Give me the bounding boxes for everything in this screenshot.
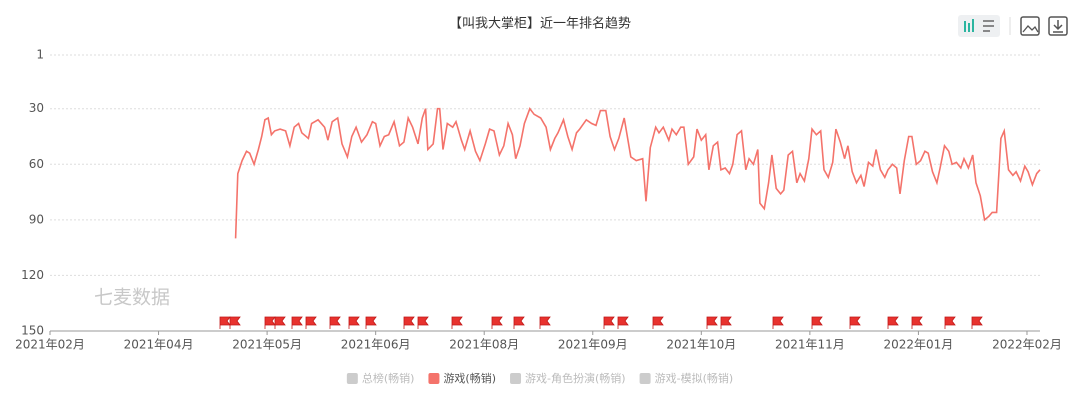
- x-tick-label: 2021年06月: [341, 338, 411, 352]
- x-tick-label: 2021年11月: [775, 338, 845, 352]
- x-tick-label: 2021年10月: [666, 338, 736, 352]
- event-flag: [944, 316, 956, 329]
- event-flag: [291, 316, 303, 329]
- event-flag: [772, 316, 784, 329]
- event-flag: [617, 316, 629, 329]
- legend-label: 游戏-模拟(畅销): [655, 371, 734, 385]
- y-tick-label: 120: [21, 268, 44, 282]
- event-flag: [911, 316, 923, 329]
- toolbar: [958, 15, 1068, 37]
- x-tick-label: 2021年09月: [558, 338, 628, 352]
- icon: [968, 23, 970, 32]
- event-flag: [491, 316, 503, 329]
- icon: [983, 20, 994, 32]
- legend-item[interactable]: 游戏-角色扮演(畅销): [510, 371, 626, 385]
- icon: [1053, 20, 1063, 33]
- legend-item[interactable]: 总榜(畅销): [346, 371, 415, 385]
- event-flag: [229, 316, 241, 329]
- event-flag: [451, 316, 463, 329]
- event-flag: [403, 316, 415, 329]
- icon: [972, 19, 974, 32]
- event-flag: [706, 316, 718, 329]
- x-tick-label: 2022年02月: [992, 338, 1062, 352]
- y-tick-label: 30: [29, 101, 44, 115]
- chart-title: 【叫我大掌柜】近一年排名趋势: [449, 16, 631, 32]
- event-flag: [219, 316, 231, 329]
- event-flag: [305, 316, 317, 329]
- x-tick-label: 2021年05月: [232, 338, 302, 352]
- event-flag: [329, 316, 341, 329]
- event-flag: [513, 316, 525, 329]
- legend-swatch: [428, 373, 440, 384]
- event-flag: [720, 316, 732, 329]
- event-flag: [274, 316, 286, 329]
- download-button[interactable]: [1048, 16, 1068, 36]
- event-flag: [264, 316, 276, 329]
- x-tick-label: 2021年08月: [449, 338, 519, 352]
- legend-label: 游戏-角色扮演(畅销): [525, 371, 626, 385]
- watermark: 七麦数据: [94, 287, 170, 309]
- legend-swatch: [510, 373, 522, 384]
- legend-swatch: [639, 373, 651, 384]
- line-series: [234, 107, 1041, 239]
- event-flag: [887, 316, 899, 329]
- legend-item[interactable]: 游戏(畅销): [428, 371, 496, 385]
- event-flag: [539, 316, 551, 329]
- event-flag: [603, 316, 615, 329]
- event-flag: [652, 316, 664, 329]
- x-tick-label: 2021年02月: [15, 338, 85, 352]
- legend-label: 游戏(畅销): [443, 371, 496, 385]
- icon: [1022, 25, 1039, 33]
- event-flags: [219, 316, 983, 329]
- event-flag: [811, 316, 823, 329]
- legend-label: 总榜(畅销): [362, 371, 415, 385]
- y-tick-label: 90: [29, 212, 44, 226]
- icon: [964, 21, 966, 32]
- y-tick-label: 150: [21, 324, 44, 338]
- x-tick-label: 2021年04月: [124, 338, 194, 352]
- legend-item[interactable]: 游戏-模拟(畅销): [639, 371, 734, 385]
- event-flag: [971, 316, 983, 329]
- y-tick-label: 1: [36, 48, 44, 62]
- event-flag: [365, 316, 377, 329]
- legend-swatch: [346, 373, 358, 384]
- event-flag: [417, 316, 429, 329]
- event-flag: [849, 316, 861, 329]
- y-tick-label: 60: [29, 157, 44, 171]
- legend: 总榜(畅销) 游戏(畅销) 游戏-角色扮演(畅销) 游戏-模拟(畅销): [346, 371, 734, 385]
- event-flag: [348, 316, 360, 329]
- image-button[interactable]: [1020, 16, 1040, 36]
- x-tick-label: 2022年01月: [884, 338, 954, 352]
